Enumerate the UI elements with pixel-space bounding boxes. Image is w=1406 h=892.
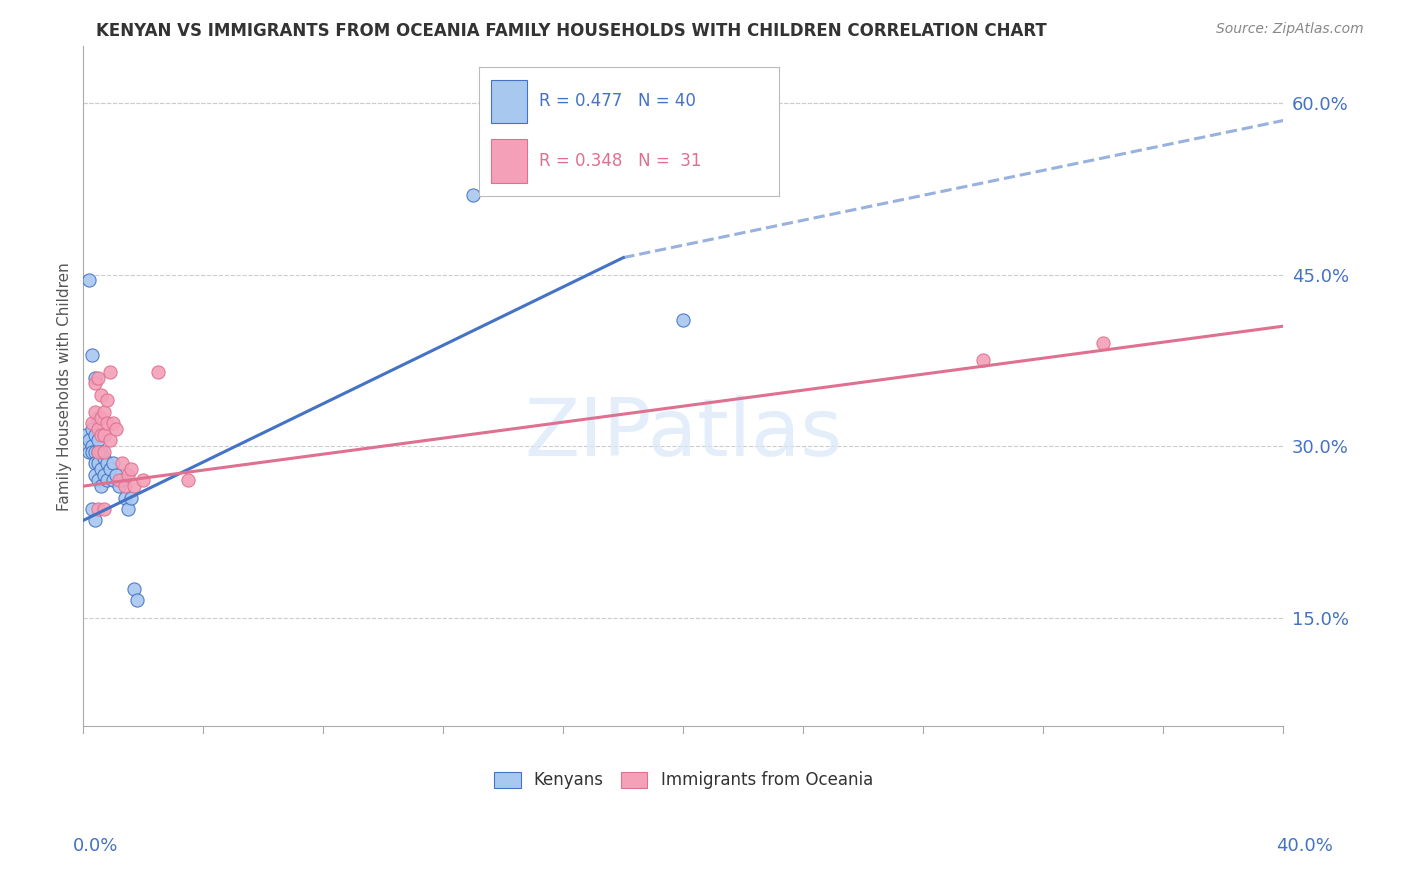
Point bbox=[1092, 336, 1115, 351]
Point bbox=[103, 456, 125, 470]
Point bbox=[98, 365, 121, 379]
Point bbox=[87, 422, 110, 436]
Point bbox=[90, 427, 112, 442]
Point bbox=[124, 582, 146, 596]
Point bbox=[111, 474, 134, 488]
Point bbox=[84, 427, 107, 442]
Point bbox=[87, 370, 110, 384]
Point bbox=[90, 388, 112, 402]
Point bbox=[120, 462, 142, 476]
Point bbox=[96, 456, 118, 470]
Point bbox=[98, 462, 121, 476]
Point bbox=[93, 405, 115, 419]
Point bbox=[82, 422, 104, 436]
Point bbox=[84, 445, 107, 459]
Point bbox=[84, 467, 107, 482]
Point bbox=[93, 467, 115, 482]
Point bbox=[117, 502, 139, 516]
Text: ZIPatlas: ZIPatlas bbox=[524, 395, 842, 473]
Point bbox=[132, 474, 155, 488]
Legend: Kenyans, Immigrants from Oceania: Kenyans, Immigrants from Oceania bbox=[488, 764, 879, 796]
Text: KENYAN VS IMMIGRANTS FROM OCEANIA FAMILY HOUSEHOLDS WITH CHILDREN CORRELATION CH: KENYAN VS IMMIGRANTS FROM OCEANIA FAMILY… bbox=[96, 22, 1046, 40]
Point bbox=[111, 456, 134, 470]
Point bbox=[108, 479, 131, 493]
Point bbox=[105, 422, 128, 436]
Point bbox=[93, 450, 115, 465]
Text: 0.0%: 0.0% bbox=[73, 837, 118, 855]
Point bbox=[148, 365, 170, 379]
Point bbox=[87, 445, 110, 459]
Point bbox=[127, 593, 149, 607]
Point bbox=[82, 348, 104, 362]
Point bbox=[105, 467, 128, 482]
Point bbox=[117, 467, 139, 482]
Point bbox=[87, 502, 110, 516]
Point bbox=[90, 462, 112, 476]
Point bbox=[90, 445, 112, 459]
Point bbox=[93, 502, 115, 516]
Point bbox=[114, 479, 136, 493]
Point bbox=[103, 417, 125, 431]
Point bbox=[87, 474, 110, 488]
Point bbox=[87, 456, 110, 470]
Point bbox=[75, 427, 97, 442]
Point bbox=[84, 513, 107, 527]
Point bbox=[103, 474, 125, 488]
Point bbox=[79, 434, 101, 448]
Point bbox=[114, 491, 136, 505]
Point bbox=[84, 405, 107, 419]
Point bbox=[82, 417, 104, 431]
Point bbox=[79, 273, 101, 287]
Point bbox=[84, 456, 107, 470]
Point bbox=[84, 376, 107, 391]
Point bbox=[108, 474, 131, 488]
Point bbox=[96, 393, 118, 408]
Point bbox=[93, 445, 115, 459]
Point bbox=[82, 445, 104, 459]
Point bbox=[87, 445, 110, 459]
Point bbox=[98, 434, 121, 448]
Point bbox=[177, 474, 200, 488]
Point bbox=[463, 187, 485, 202]
Point bbox=[93, 427, 115, 442]
Point bbox=[79, 445, 101, 459]
Point bbox=[96, 417, 118, 431]
Text: 40.0%: 40.0% bbox=[1277, 837, 1333, 855]
Point bbox=[82, 502, 104, 516]
Y-axis label: Family Households with Children: Family Households with Children bbox=[58, 261, 72, 510]
Point bbox=[124, 479, 146, 493]
Point bbox=[90, 410, 112, 425]
Text: Source: ZipAtlas.com: Source: ZipAtlas.com bbox=[1216, 22, 1364, 37]
Point bbox=[87, 434, 110, 448]
Point bbox=[972, 353, 994, 368]
Point bbox=[84, 370, 107, 384]
Point bbox=[82, 439, 104, 453]
Point bbox=[90, 479, 112, 493]
Point bbox=[87, 410, 110, 425]
Point bbox=[96, 474, 118, 488]
Point bbox=[672, 313, 695, 327]
Point bbox=[120, 491, 142, 505]
